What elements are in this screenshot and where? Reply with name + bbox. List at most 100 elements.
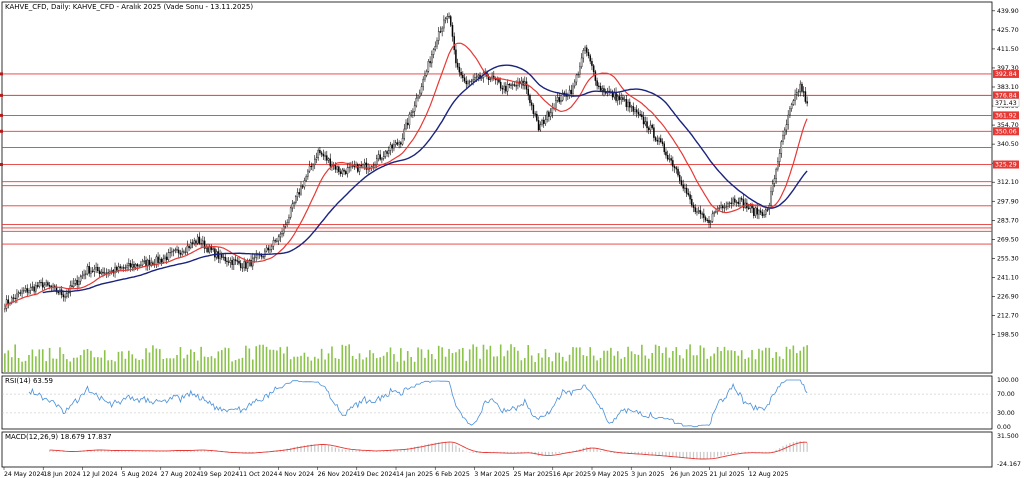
candle-body	[439, 31, 442, 33]
candle-body	[467, 81, 469, 85]
candle-body	[396, 142, 399, 145]
level-tag	[993, 127, 1019, 136]
volume-bar	[169, 358, 171, 372]
date-tick-label: 12 Jul 2024	[82, 471, 117, 478]
candle-body	[4, 308, 6, 310]
candle-body	[446, 16, 449, 19]
volume-bar	[14, 344, 16, 372]
macd-histogram-bar	[744, 451, 746, 453]
volume-bar	[310, 360, 313, 372]
volume-bar	[28, 354, 30, 372]
candle-body	[534, 113, 536, 115]
volume-bar	[224, 347, 227, 372]
candle-body	[74, 279, 77, 284]
volume-bar	[393, 354, 395, 372]
macd-histogram-bar	[355, 450, 357, 452]
candle-body	[231, 259, 233, 265]
candle-body	[670, 158, 672, 161]
rsi-series: 100.00 70.00 30.00 0.00	[2, 377, 1019, 431]
volume-bar	[362, 359, 364, 372]
volume-bar	[592, 355, 595, 372]
macd-histogram-bar	[520, 451, 522, 453]
macd-histogram-bar	[203, 450, 206, 452]
volume-bar	[654, 344, 657, 372]
date-tick-label: 26 Nov 2024	[318, 471, 358, 478]
candle-body	[401, 138, 404, 145]
candle-body	[632, 106, 635, 112]
volume-bar	[444, 356, 447, 372]
candle-body	[133, 264, 135, 268]
candle-body	[623, 99, 626, 101]
rsi-tick-label: 70.00	[997, 391, 1015, 398]
candle-body	[561, 92, 564, 101]
volume-bar	[448, 348, 450, 372]
volume-bar	[251, 359, 254, 372]
candle-body	[303, 180, 306, 188]
horizontal-levels	[2, 73, 992, 245]
macd-histogram-bar	[383, 450, 385, 452]
candle-body	[190, 242, 192, 249]
candle-body	[730, 202, 733, 204]
candle-body	[322, 153, 325, 157]
candle-body	[684, 187, 686, 189]
candle-body	[431, 54, 433, 64]
candle-body	[169, 252, 171, 254]
candle-body	[651, 124, 653, 128]
candle-body	[673, 166, 676, 168]
volume-bar	[558, 352, 561, 372]
candle-body	[241, 267, 244, 269]
volume-bar	[796, 353, 798, 372]
candle-body	[773, 178, 776, 184]
candle-body	[639, 114, 641, 116]
candle-body	[338, 166, 340, 172]
macd-histogram-bar	[699, 451, 701, 460]
volume-bar	[437, 345, 440, 372]
candle-body	[412, 111, 414, 114]
candle-body	[23, 290, 25, 292]
candle-body	[372, 165, 375, 167]
candle-body	[348, 166, 350, 169]
macd-histogram-bar	[296, 446, 299, 452]
candle-body	[766, 209, 769, 211]
candle-body	[753, 207, 755, 216]
volume-bar	[496, 356, 499, 372]
macd-histogram-bar	[107, 450, 109, 452]
candle-body	[503, 85, 505, 90]
macd-histogram-bar	[637, 451, 640, 455]
volume-bar	[217, 351, 220, 372]
macd-histogram-bar	[775, 449, 777, 452]
ma-slow-line	[42, 64, 808, 294]
candle-body	[14, 297, 16, 299]
chart-title: KAHVE_CFD, Daily: KAHVE_CFD - Aralık 202…	[5, 3, 253, 11]
candle-body	[775, 168, 777, 180]
volume-bar	[41, 349, 44, 372]
moving-averages	[4, 42, 808, 309]
volume-bar	[358, 353, 361, 372]
volume-bar	[713, 353, 715, 372]
candle-body	[365, 162, 368, 170]
volume-bar	[48, 347, 51, 372]
price-tick-label: 425.70	[997, 27, 1019, 34]
candle-body	[131, 264, 134, 268]
candle-body	[293, 202, 295, 205]
candle-body	[269, 249, 271, 251]
candle-body	[202, 240, 204, 244]
candle-body	[191, 242, 194, 244]
candle-body	[160, 258, 163, 263]
macd-histogram-bar	[148, 450, 151, 452]
candle-body	[754, 207, 757, 216]
candle-body	[560, 99, 562, 103]
volume-bar	[417, 347, 419, 372]
volume-bar	[503, 356, 505, 372]
volume-bar	[644, 355, 647, 372]
level-tag	[993, 69, 1019, 78]
volume-bar	[375, 358, 378, 372]
macd-histogram-bar	[427, 443, 429, 452]
macd-histogram-bar	[792, 442, 794, 452]
candle-body	[312, 164, 314, 167]
price-tick-label: 354.70	[997, 122, 1019, 129]
candle-body	[709, 221, 712, 224]
macd-histogram-bar	[93, 449, 95, 452]
date-tick-label: 21 Jul 2025	[710, 471, 745, 478]
